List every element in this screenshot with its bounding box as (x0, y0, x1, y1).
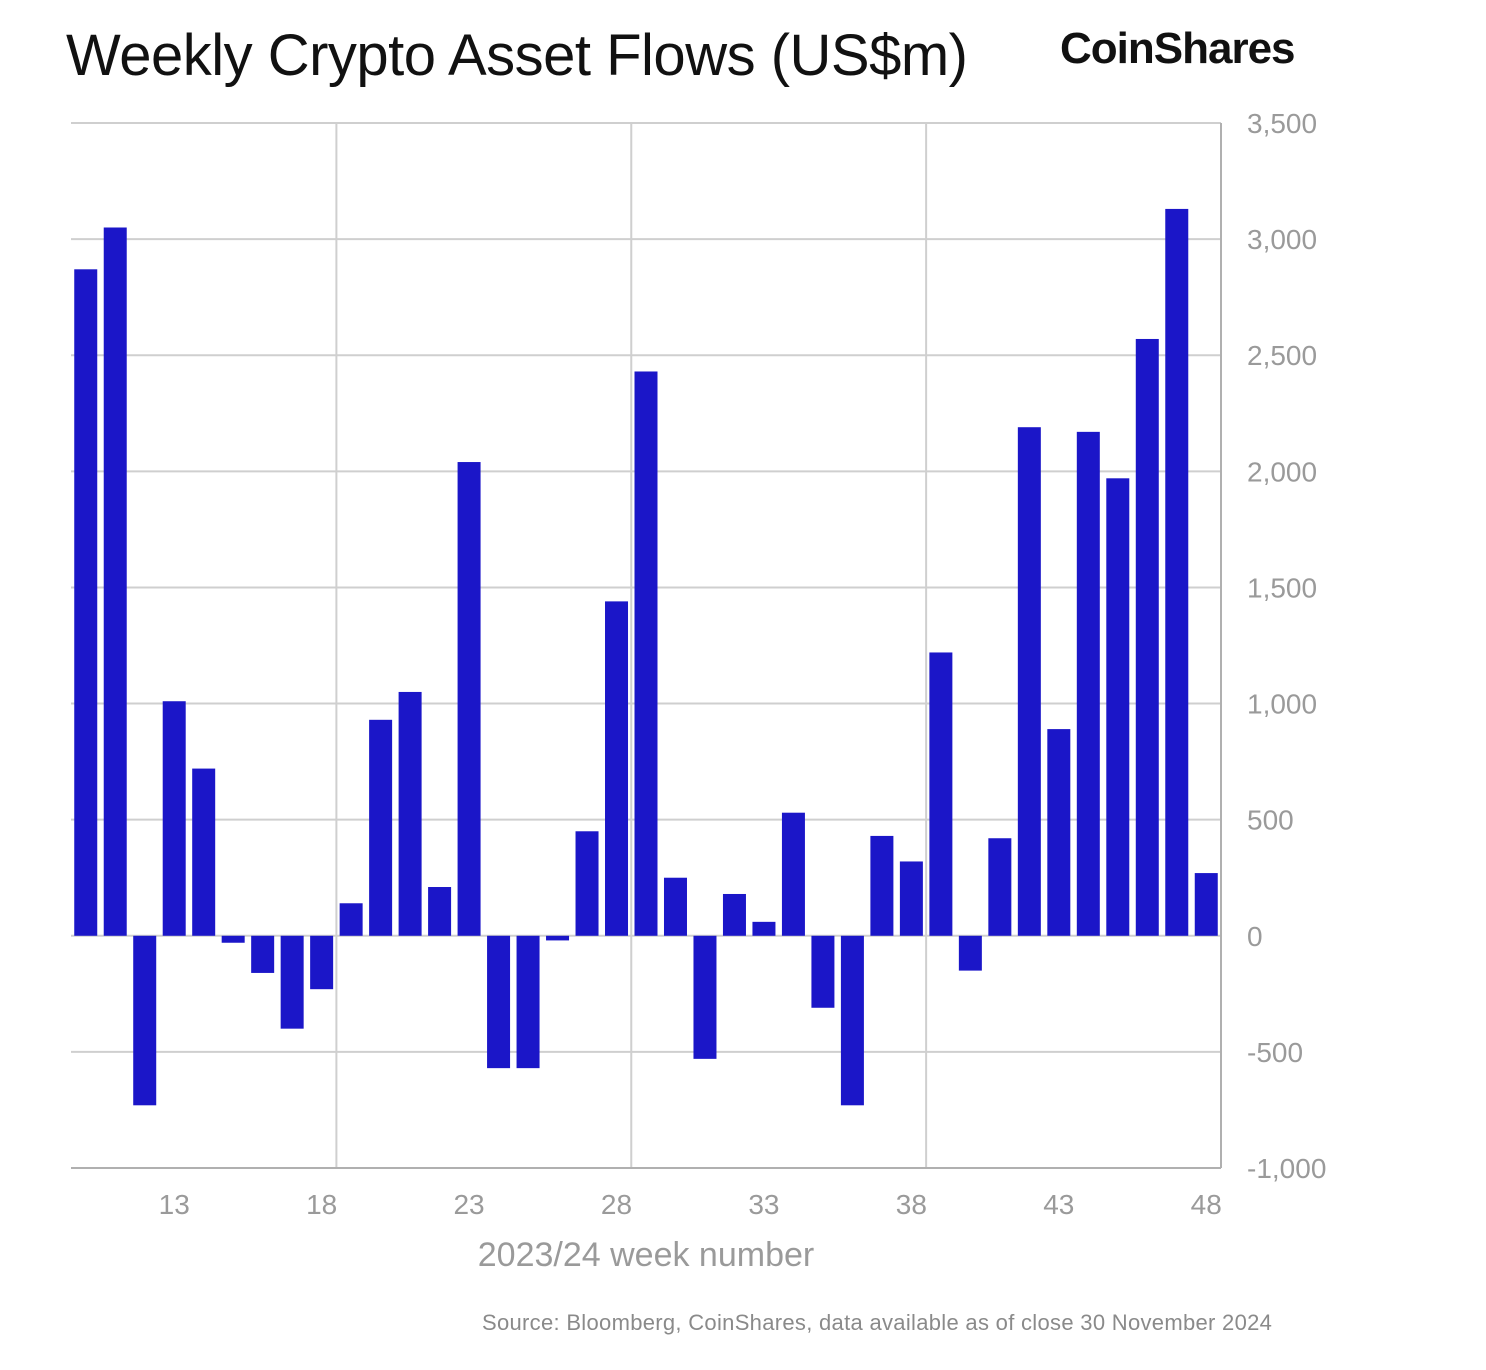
bar-week-16 (251, 935, 275, 973)
bar-week-31 (693, 935, 717, 1059)
bar-week-44 (1076, 431, 1100, 936)
bar-week-13 (162, 701, 186, 936)
bar-week-15 (221, 935, 245, 943)
chart-title: Weekly Crypto Asset Flows (US$m) (66, 23, 968, 88)
bar-week-30 (663, 877, 687, 936)
x-tick-label: 18 (306, 1189, 337, 1220)
y-tick-label: 500 (1247, 805, 1294, 836)
x-tick-label: 13 (159, 1189, 190, 1220)
y-tick-label: -500 (1247, 1037, 1303, 1068)
y-tick-label: -1,000 (1247, 1153, 1326, 1184)
bar-week-18 (310, 935, 334, 990)
bar-week-39 (929, 652, 953, 936)
bar-week-28 (605, 601, 629, 936)
bar-week-32 (722, 893, 746, 936)
bar-week-47 (1165, 208, 1189, 936)
bar-week-36 (840, 935, 864, 1106)
bar-week-24 (487, 935, 511, 1069)
bar-week-19 (339, 903, 363, 936)
x-tick-label: 28 (601, 1189, 632, 1220)
x-tick-labels: 13 18 23 28 33 38 43 48 (159, 1189, 1222, 1220)
bar-week-37 (870, 835, 894, 936)
bar-week-35 (811, 935, 835, 1008)
coinshares-logo: CoinShares (1060, 24, 1296, 73)
bar-week-33 (752, 921, 776, 936)
bar-week-29 (634, 371, 658, 936)
y-tick-label: 2,500 (1247, 340, 1317, 371)
y-tick-label: 1,000 (1247, 689, 1317, 720)
bar-week-22 (428, 887, 452, 936)
bars (74, 208, 1218, 1106)
bar-week-41 (988, 838, 1012, 936)
x-tick-label: 38 (896, 1189, 927, 1220)
bar-chart: 3,500 3,000 2,500 2,000 1,500 1,000 500 0 -500 -1… (71, 108, 1326, 1274)
bar-week-27 (575, 831, 599, 936)
x-tick-label: 43 (1043, 1189, 1074, 1220)
axes (71, 123, 1222, 1169)
bar-week-23 (457, 462, 481, 936)
bar-week-12 (133, 935, 157, 1106)
bar-week-48 (1194, 873, 1218, 936)
bar-week-45 (1106, 478, 1130, 936)
bar-week-11 (103, 227, 127, 936)
bar-week-25 (516, 935, 540, 1069)
bar-week-46 (1135, 338, 1159, 936)
x-tick-label: 23 (453, 1189, 484, 1220)
bar-week-34 (781, 812, 805, 936)
bar-week-40 (958, 935, 982, 971)
y-tick-label: 3,000 (1247, 224, 1317, 255)
bar-week-43 (1047, 729, 1071, 936)
bar-week-20 (369, 719, 393, 936)
y-tick-label: 3,500 (1247, 108, 1317, 139)
bar-week-42 (1017, 427, 1041, 936)
y-tick-labels: 3,500 3,000 2,500 2,000 1,500 1,000 500 0 -500 -1… (1247, 108, 1326, 1184)
x-tick-label: 33 (748, 1189, 779, 1220)
bar-week-21 (398, 691, 422, 936)
bar-week-26 (546, 935, 570, 941)
y-tick-label: 2,000 (1247, 456, 1317, 487)
x-tick-label: 48 (1191, 1189, 1222, 1220)
bar-week-10 (74, 269, 98, 936)
x-axis-title: 2023/24 week number (478, 1236, 814, 1274)
bar-week-14 (192, 768, 216, 936)
y-tick-label: 1,500 (1247, 572, 1317, 603)
y-tick-label: 0 (1247, 921, 1263, 952)
bar-week-38 (899, 861, 923, 936)
bar-week-17 (280, 935, 304, 1029)
source-note: Source: Bloomberg, CoinShares, data avai… (482, 1310, 1273, 1335)
